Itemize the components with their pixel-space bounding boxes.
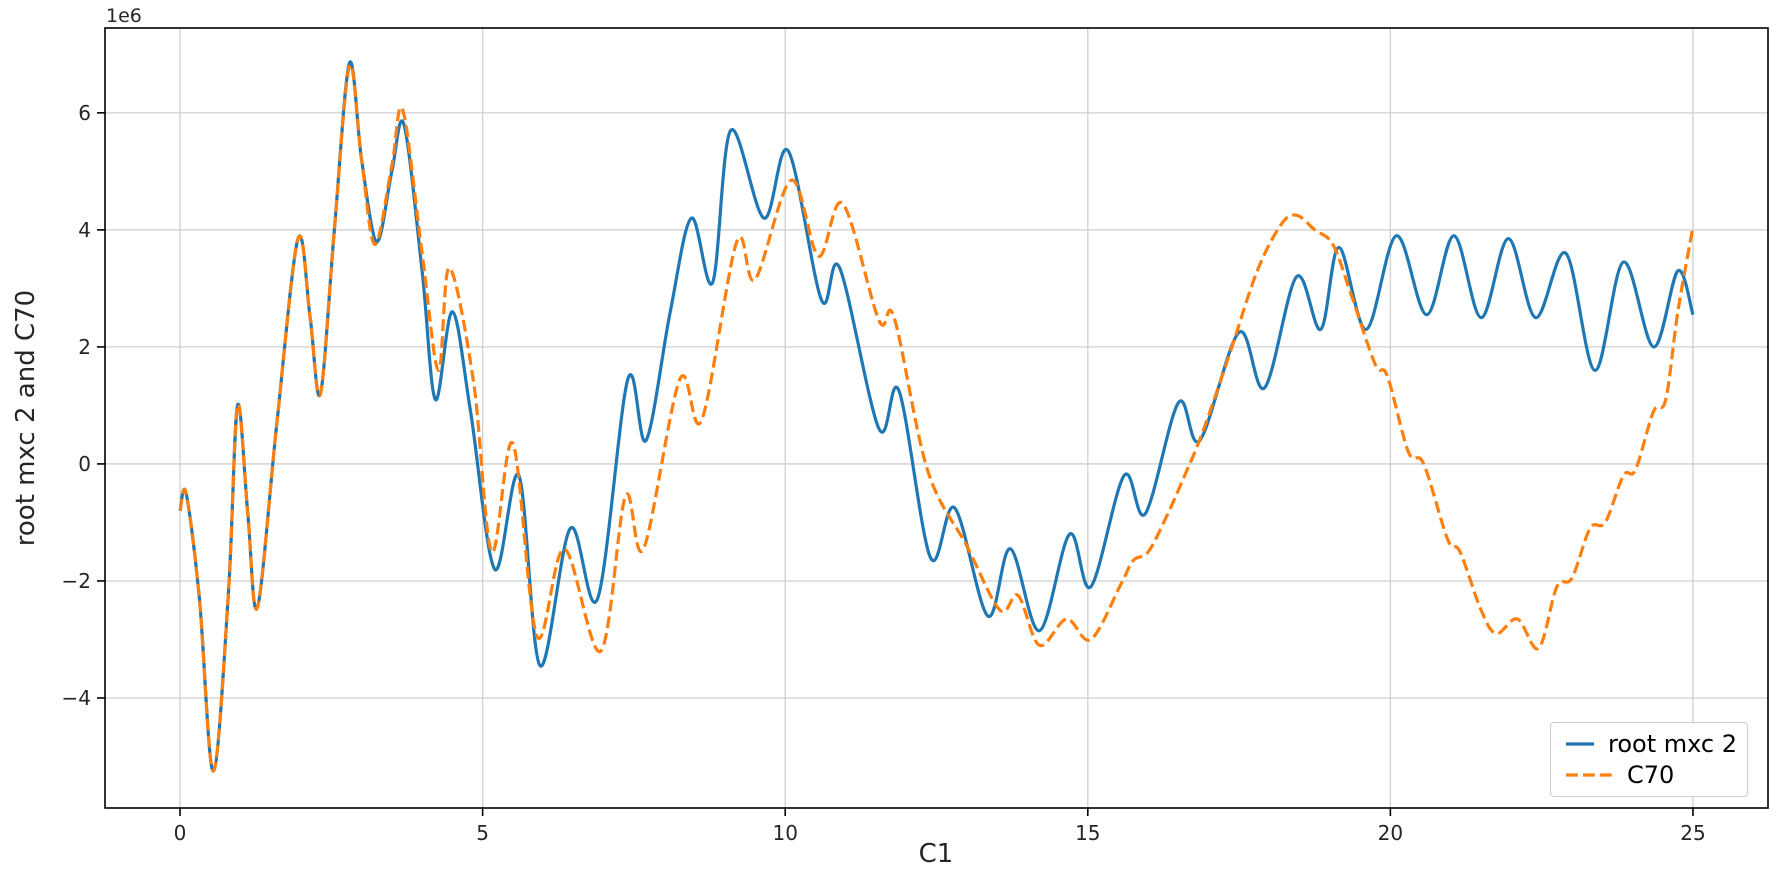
- legend-label: C70: [1627, 761, 1675, 789]
- y-tick-label: −4: [62, 686, 91, 710]
- legend-item-root-mxc-2: root mxc 2: [1565, 732, 1737, 756]
- y-tick-label: 6: [78, 101, 91, 125]
- x-tick-label: 5: [476, 821, 489, 845]
- y-tick-label: 0: [78, 452, 91, 476]
- series-c70: [178, 63, 1695, 773]
- x-tick-label: 10: [772, 821, 797, 845]
- series-root-mxc-2: [178, 60, 1695, 773]
- x-tick-label: 15: [1075, 821, 1100, 845]
- legend: root mxc 2 C70: [1550, 722, 1748, 797]
- legend-label: root mxc 2: [1608, 730, 1737, 758]
- y-tick-label: −2: [62, 569, 91, 593]
- y-axis-label: root mxc 2 and C70: [11, 290, 41, 546]
- legend-item-c70: C70: [1565, 763, 1737, 787]
- gridlines: [105, 28, 1768, 808]
- y-tick-label: 4: [78, 218, 91, 242]
- series-layer: [178, 60, 1695, 773]
- axes-spines: [104, 27, 1769, 809]
- x-tick-label: 0: [174, 821, 187, 845]
- x-axis-label: C1: [919, 839, 954, 869]
- x-tick-label: 20: [1378, 821, 1403, 845]
- y-axis-offset-text: 1e6: [106, 5, 142, 27]
- legend-line-dashed-icon: [1566, 773, 1612, 777]
- x-tick-label: 25: [1680, 821, 1705, 845]
- legend-line-solid-icon: [1566, 742, 1594, 746]
- y-tick-label: 2: [78, 335, 91, 359]
- tick-marks-and-labels: 0 5 10 15 20 25 −4 −2 0 2 4 6: [62, 101, 1706, 845]
